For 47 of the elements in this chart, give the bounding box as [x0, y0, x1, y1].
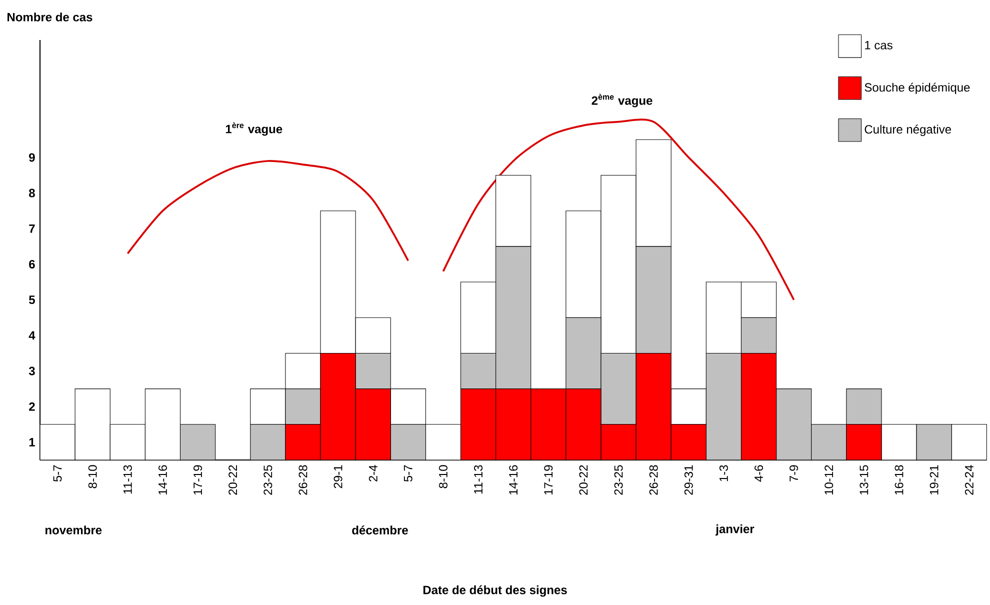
x-tick-label: 7-9	[790, 465, 798, 482]
y-tick-label: 1	[29, 438, 35, 446]
text: janvier	[715, 524, 754, 536]
x-tick-label: 2-4	[368, 465, 378, 482]
x-tick-label: 20-22	[228, 465, 238, 495]
text: décembre	[352, 526, 408, 534]
x-tick-label: 26-28	[649, 465, 658, 495]
y-tick-label: 9	[29, 153, 35, 162]
y-tick-label: 8	[28, 188, 35, 198]
text: novembre	[46, 526, 102, 534]
x-tick-label: 14-16	[158, 465, 167, 494]
x-tick-label: 23-25	[264, 465, 272, 495]
legend-label: Souche épidémique	[864, 82, 970, 94]
x-tick-label: 17-19	[544, 465, 553, 494]
x-tick-label: 5-7	[53, 465, 62, 482]
x-tick-label: 11-13	[123, 465, 132, 494]
line-series	[126, 160, 410, 262]
x-tick-label: 14-16	[509, 465, 518, 494]
legend-label: Culture négative	[864, 124, 952, 136]
x-tick-label: 26-28	[298, 465, 308, 495]
y-tick-label: 4	[28, 331, 36, 340]
x-tick-label: 22-24	[964, 465, 974, 495]
text: Date de début des signes	[423, 585, 567, 597]
x-tick-label: 29-1	[334, 465, 342, 488]
x-tick-label: 10-12	[824, 465, 834, 494]
y-tick-label: 5	[28, 296, 35, 304]
x-tick-label: 1-3	[719, 465, 728, 482]
x-tick-label: 16-18	[894, 465, 904, 494]
y-tick-label: 2	[29, 402, 35, 411]
x-tick-label: 13-15	[860, 465, 868, 494]
x-tick-label: 17-19	[194, 465, 202, 494]
x-tick-label: 8-10	[88, 465, 97, 488]
y-tick-label: 7	[29, 224, 35, 233]
x-tick-label: 23-25	[614, 465, 623, 495]
x-tick-label: 4-6	[754, 465, 764, 482]
y-tick-label: 3	[28, 366, 35, 376]
y-axis-title: Nombre de cas	[8, 12, 92, 22]
legend-label: 1 cas	[865, 41, 892, 50]
x-tick-label: 5-7	[404, 465, 412, 482]
x-tick-label: 20-22	[579, 465, 588, 495]
x-tick-label: 11-13	[474, 465, 483, 494]
annotation: 2$^{ème}$ vague	[592, 94, 652, 108]
y-tick-label: 6	[29, 260, 35, 268]
x-tick-label: 8-10	[438, 465, 448, 488]
x-tick-label: 19-21	[930, 465, 938, 494]
x-tick-label: 29-31	[684, 465, 693, 495]
annotation: 1$^{ère}$ vague	[226, 122, 282, 136]
